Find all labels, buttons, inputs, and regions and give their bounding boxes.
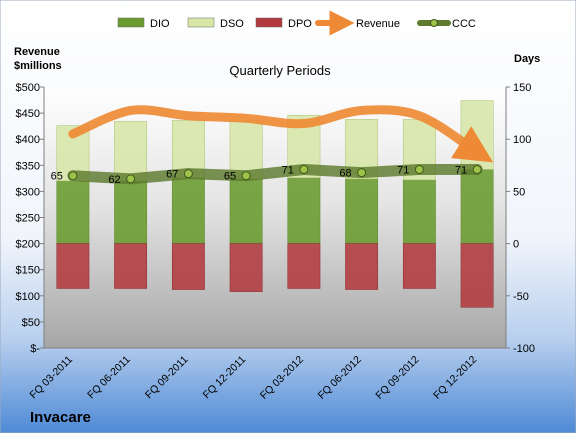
dpo-bar — [229, 243, 263, 292]
legend-swatch-dso — [187, 17, 215, 28]
dso-bar — [460, 100, 494, 170]
legend-marker-ccc — [430, 19, 438, 27]
ccc-marker — [68, 171, 78, 181]
left-axis-tick-label: $150 — [16, 265, 40, 277]
legend-label-ccc: CCC — [452, 18, 476, 30]
right-axis: -100 -50 0 50 100 150 — [505, 82, 535, 355]
revenue-line — [68, 105, 494, 163]
dpo-bar — [171, 243, 205, 290]
company-name: Invacare — [30, 409, 91, 426]
dpo-bar — [402, 243, 436, 289]
ccc-data-label: 65 — [51, 171, 63, 183]
ccc-marker — [299, 164, 309, 174]
left-axis-tick-label: $100 — [16, 291, 40, 303]
dio-bar — [345, 178, 379, 244]
left-axis-tick-label: $300 — [16, 186, 40, 198]
left-axis-tick-label: $450 — [16, 108, 40, 120]
left-axis-tick-label: $400 — [16, 134, 40, 146]
ccc-marker — [183, 169, 193, 179]
dio-bar — [287, 177, 321, 244]
left-axis-label: Revenue — [14, 46, 60, 58]
ccc-data-label: 71 — [397, 164, 409, 176]
dio-bar — [402, 179, 436, 244]
ccc-marker — [472, 164, 482, 174]
right-axis-tick-label: 50 — [513, 186, 525, 198]
dio-bar — [171, 177, 205, 244]
legend-label-revenue: Revenue — [356, 18, 400, 30]
ccc-series: 65 62 67 65 71 68 71 71 — [51, 163, 483, 186]
dso-bar — [114, 121, 148, 182]
ccc-data-label: 67 — [166, 169, 178, 181]
dio-bar — [460, 169, 494, 244]
left-axis-label-line2: $millions — [14, 60, 62, 72]
left-axis-tick-label: $500 — [16, 82, 40, 94]
chart-title: Quarterly Periods — [229, 63, 331, 78]
ccc-data-label: 71 — [455, 164, 467, 176]
right-axis-tick-label: 100 — [513, 134, 531, 146]
left-axis-tick-label: $250 — [16, 213, 40, 225]
ccc-line — [67, 163, 483, 185]
legend-swatch-dpo — [255, 17, 283, 28]
dio-bar — [114, 180, 148, 244]
dio-bar — [56, 180, 90, 244]
bars — [56, 100, 494, 308]
left-axis-tick-label: $350 — [16, 160, 40, 172]
dpo-bar — [460, 243, 494, 308]
legend-swatch-dio — [117, 17, 145, 28]
left-axis-tick-label: $50 — [22, 317, 40, 329]
ccc-marker — [126, 174, 136, 184]
dpo-bar — [345, 243, 379, 290]
legend: DIO DSO DPO Revenue CCC — [117, 10, 476, 36]
dpo-bar — [114, 243, 148, 289]
right-axis-tick-label: -100 — [513, 343, 535, 355]
ccc-marker — [241, 171, 251, 181]
legend-label-dpo: DPO — [288, 18, 312, 30]
revenue-series — [68, 105, 494, 163]
ccc-data-label: 62 — [108, 174, 120, 186]
dpo-bar — [56, 243, 90, 289]
ccc-marker — [414, 164, 424, 174]
left-axis: $- $50 $100 $150 $200 $250 $300 $350 $400 $450 $50… — [16, 82, 45, 355]
right-axis-label: Days — [514, 53, 540, 65]
ccc-data-label: 65 — [224, 171, 236, 183]
dpo-bar — [287, 243, 321, 289]
legend-label-dio: DIO — [150, 18, 170, 30]
ccc-data-label: 71 — [282, 164, 294, 176]
right-axis-tick-label: 0 — [513, 239, 519, 251]
right-axis-tick-label: 150 — [513, 82, 531, 94]
ccc-marker — [357, 168, 367, 178]
left-axis-tick-label: $- — [30, 343, 40, 355]
dio-bar — [229, 178, 263, 244]
right-axis-tick-label: -50 — [513, 291, 529, 303]
left-axis-tick-label: $200 — [16, 239, 40, 251]
ccc-data-label: 68 — [339, 168, 351, 180]
legend-label-dso: DSO — [220, 18, 244, 30]
